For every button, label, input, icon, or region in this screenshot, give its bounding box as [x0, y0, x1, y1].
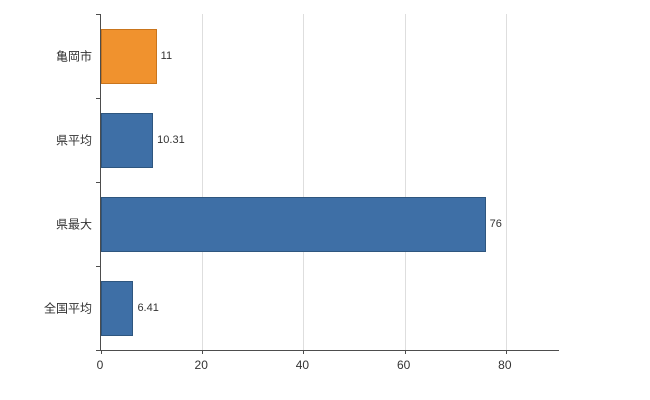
category-label: 全国平均 [43, 301, 92, 316]
gridline [202, 14, 204, 350]
x-axis-tick-label: 40 [295, 358, 310, 372]
x-axis-tick [101, 350, 102, 354]
plot-area: 11 10.31 76 6.41 [96, 14, 559, 354]
bar-value-label: 6.41 [137, 302, 159, 314]
category-label: 亀岡市 [55, 49, 92, 64]
x-axis-tick [303, 350, 305, 354]
bar-3 [101, 196, 486, 252]
x-axis-tick-label: 0 [96, 358, 104, 372]
bar-value-label: 11 [160, 50, 173, 62]
bar-4 [101, 280, 134, 336]
x-axis-tick [404, 350, 406, 354]
category-label: 県平均 [55, 133, 92, 148]
gridline [404, 14, 406, 350]
y-axis-tick [96, 14, 100, 15]
bar-value-label: 76 [489, 218, 502, 230]
y-axis-tick [96, 266, 100, 267]
x-axis-tick-label: 60 [396, 358, 411, 372]
bar-1 [101, 28, 157, 84]
gridline [505, 14, 507, 350]
category-label: 県最大 [55, 217, 92, 232]
y-axis-tick [96, 98, 100, 99]
x-axis-tick-label: 80 [498, 358, 512, 372]
gridline [303, 14, 305, 350]
bar-2 [101, 112, 154, 168]
x-axis-tick-label: 20 [194, 358, 208, 372]
x-axis-tick [202, 350, 204, 354]
x-axis-tick [505, 350, 507, 354]
y-axis-tick [96, 182, 100, 183]
y-axis-tick [96, 350, 100, 351]
bar-value-label: 10.31 [157, 134, 185, 146]
